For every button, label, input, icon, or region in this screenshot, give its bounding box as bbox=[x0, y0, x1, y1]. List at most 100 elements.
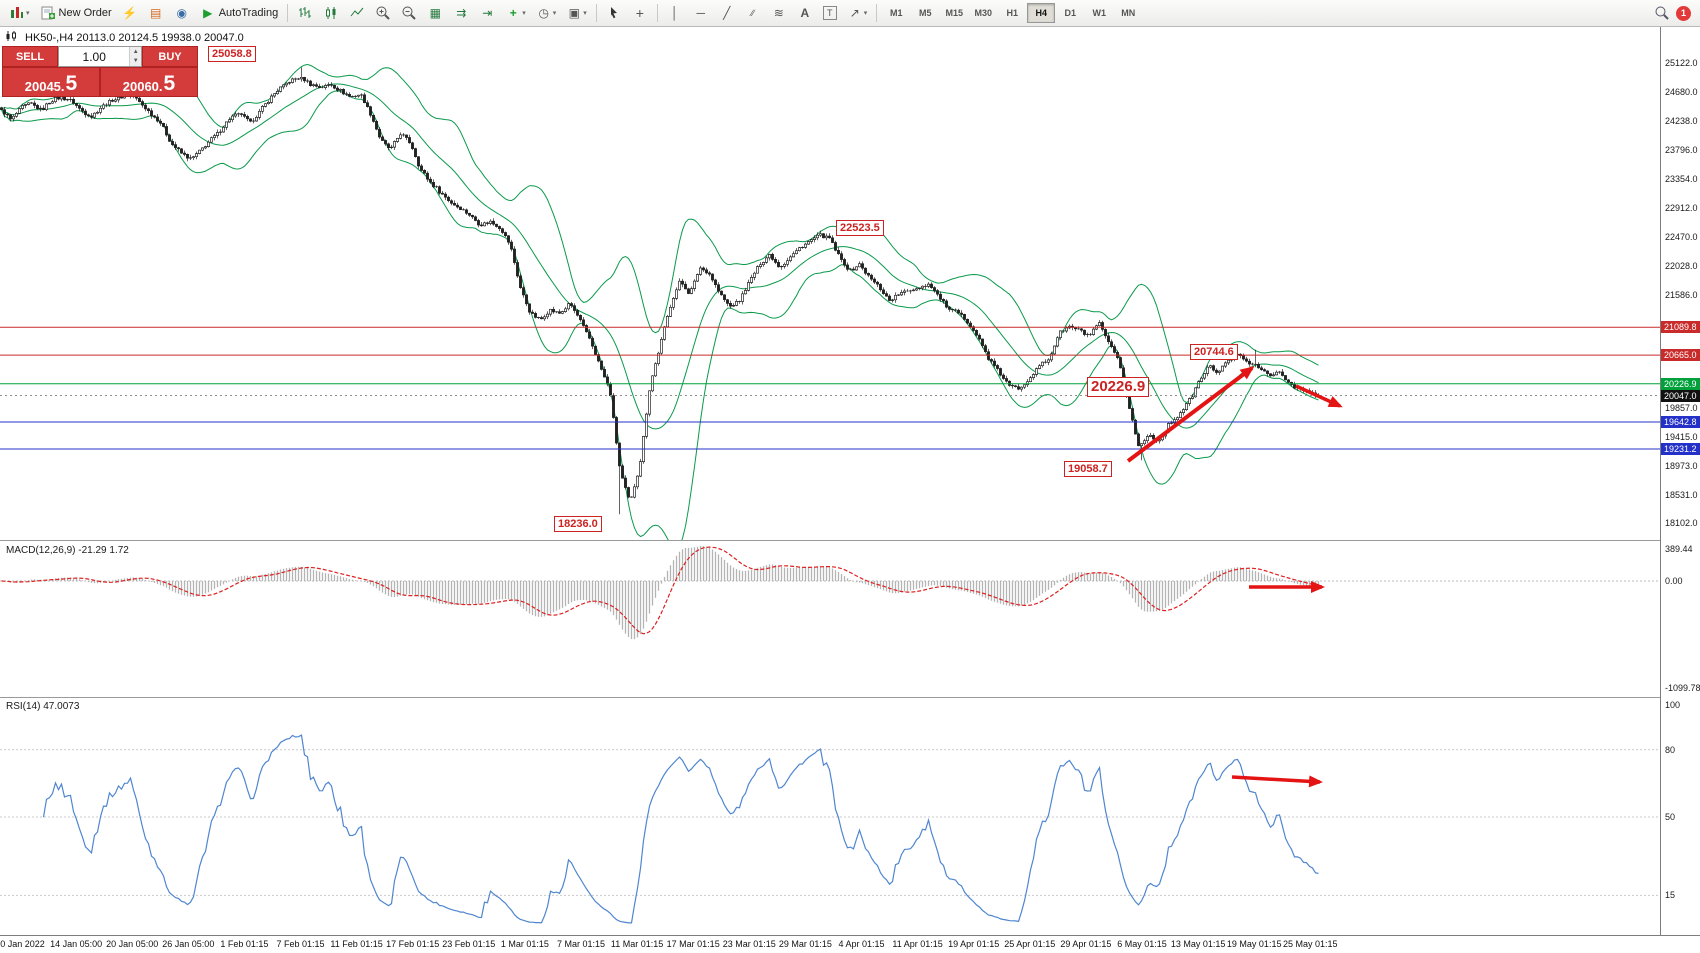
expert-advisors-button[interactable]: ⚡ bbox=[118, 2, 142, 24]
chart-shift-button[interactable]: ⇥ bbox=[475, 2, 499, 24]
price-tag: 20665.0 bbox=[1661, 349, 1700, 362]
new-chart-icon bbox=[11, 7, 23, 18]
time-label: 11 Feb 01:15 bbox=[330, 939, 383, 949]
lightning-icon: ⚡ bbox=[122, 6, 138, 20]
rsi-axis-label: 50 bbox=[1665, 812, 1676, 822]
macd-signal-line bbox=[1, 546, 1319, 635]
price-callout: 20226.9 bbox=[1087, 377, 1150, 397]
label-tool-button[interactable]: T bbox=[819, 2, 841, 24]
panel-divider[interactable] bbox=[0, 540, 1660, 541]
main-chart[interactable] bbox=[0, 27, 1660, 540]
chevron-down-icon: ▾ bbox=[583, 10, 587, 17]
rsi-panel[interactable] bbox=[0, 697, 1660, 935]
crosshair-tool-button[interactable]: + bbox=[628, 2, 652, 24]
price-callout: 20744.6 bbox=[1190, 344, 1238, 360]
timeframe-w1[interactable]: W1 bbox=[1092, 8, 1107, 18]
bar-chart-type-button[interactable] bbox=[293, 2, 317, 24]
time-label: 19 May 01:15 bbox=[1226, 939, 1282, 949]
volume-up-button[interactable]: ▲ bbox=[130, 47, 141, 57]
symbol-candle-icon bbox=[6, 31, 16, 41]
zoom-in-button[interactable] bbox=[371, 2, 395, 24]
macd-axis-min: -1099.78 bbox=[1665, 683, 1700, 693]
time-label: 14 Jan 05:00 bbox=[50, 939, 103, 949]
chevron-down-icon: ▾ bbox=[863, 10, 868, 17]
price-tick: 24680.0 bbox=[1665, 86, 1698, 97]
macd-panel[interactable] bbox=[0, 540, 1660, 697]
time-label: 23 Feb 01:15 bbox=[442, 939, 496, 949]
toolbar: ▾ New Order ⚡ ▤ ◉ ▶ AutoTrading ▦ ⇉ ⇥ + ▾… bbox=[0, 0, 1700, 27]
chart-symbol-info: HK50-,H4 20113.0 20124.5 19938.0 20047.0 bbox=[5, 30, 244, 46]
macd-histogram bbox=[3, 546, 1320, 640]
toolbar-separator bbox=[287, 4, 289, 22]
autotrading-button[interactable]: ▶ AutoTrading bbox=[196, 2, 283, 24]
templates-button[interactable]: ▣ ▾ bbox=[562, 2, 591, 24]
crosshair-icon: + bbox=[635, 5, 644, 21]
auto-scroll-button[interactable]: ⇉ bbox=[449, 2, 473, 24]
sell-price[interactable]: 20045. 5 bbox=[2, 67, 100, 97]
price-axis[interactable]: 389.44 0.00 -1099.78 25122.0 24680.0 24238… bbox=[1660, 27, 1700, 953]
search-button[interactable] bbox=[1650, 2, 1674, 24]
new-chart-button[interactable]: ▾ bbox=[5, 2, 34, 24]
price-tag: 20047.0 bbox=[1661, 389, 1700, 402]
channel-tool-button[interactable]: ∕∕ bbox=[741, 2, 765, 24]
one-click-trading-panel: SELL ▲ ▼ BUY 20045.5 20060.5 bbox=[2, 46, 198, 97]
time-label: 25 Apr 01:15 bbox=[1004, 939, 1056, 949]
timeframe-d1[interactable]: D1 bbox=[1064, 8, 1077, 18]
toolbar-separator bbox=[595, 4, 597, 22]
periods-button[interactable]: ◷ ▾ bbox=[532, 2, 561, 24]
rsi-axis-label: 15 bbox=[1665, 890, 1676, 901]
tile-windows-button[interactable]: ▦ bbox=[423, 2, 447, 24]
horizontal-line-tool-button[interactable]: ─ bbox=[689, 2, 713, 24]
chart-shift-icon: ⇥ bbox=[482, 6, 493, 20]
chevron-down-icon: ▾ bbox=[26, 10, 30, 17]
text-tool-icon: A bbox=[800, 6, 810, 20]
timeframe-h1[interactable]: H1 bbox=[1006, 8, 1019, 18]
horizontal-line-icon: ─ bbox=[696, 6, 706, 20]
fibonacci-tool-button[interactable]: ≋ bbox=[767, 2, 791, 24]
time-label: 1 Mar 01:15 bbox=[500, 939, 549, 949]
volume-down-button[interactable]: ▼ bbox=[130, 56, 141, 66]
panel-divider[interactable] bbox=[0, 697, 1660, 698]
buy-button[interactable]: BUY bbox=[142, 46, 198, 67]
clock-icon: ◷ bbox=[538, 6, 549, 20]
timeframe-m30[interactable]: M30 bbox=[974, 8, 993, 18]
timeframe-h4[interactable]: H4 bbox=[1027, 3, 1056, 23]
zoom-out-button[interactable] bbox=[397, 2, 421, 24]
market-button[interactable]: ▤ bbox=[144, 2, 168, 24]
toolbar-separator bbox=[656, 4, 658, 22]
time-label: 10 Jan 2022 bbox=[0, 939, 45, 949]
cursor-icon bbox=[610, 7, 617, 19]
arrows-tool-button[interactable]: ↗ ▾ bbox=[843, 2, 872, 24]
tile-windows-icon: ▦ bbox=[429, 6, 441, 20]
sell-button[interactable]: SELL bbox=[2, 46, 58, 67]
macd-axis-zero: 0.00 bbox=[1665, 576, 1683, 586]
cursor-tool-button[interactable] bbox=[602, 2, 626, 24]
timeframe-m1[interactable]: M1 bbox=[890, 8, 903, 18]
buy-price[interactable]: 20060. 5 bbox=[100, 67, 198, 97]
new-order-icon bbox=[41, 6, 55, 20]
timeframe-m15[interactable]: M15 bbox=[945, 8, 964, 18]
new-order-button[interactable]: New Order bbox=[36, 2, 116, 24]
arrow-shape-icon: ↗ bbox=[849, 6, 860, 20]
vertical-line-tool-button[interactable]: │ bbox=[663, 2, 687, 24]
time-label: 29 Mar 01:15 bbox=[778, 939, 832, 949]
timeframe-m5[interactable]: M5 bbox=[919, 8, 932, 18]
search-icon bbox=[1655, 6, 1669, 20]
volume-input[interactable] bbox=[59, 47, 130, 66]
timeframe-mn[interactable]: MN bbox=[1121, 8, 1136, 18]
line-chart-type-button[interactable] bbox=[345, 2, 369, 24]
time-label: 17 Feb 01:15 bbox=[386, 939, 440, 949]
price-tick: 19857.0 bbox=[1665, 402, 1698, 413]
trendline-tool-button[interactable]: ╱ bbox=[715, 2, 739, 24]
text-tool-button[interactable]: A bbox=[793, 2, 817, 24]
indicators-button[interactable]: + ▾ bbox=[501, 2, 530, 24]
template-icon: ▣ bbox=[568, 6, 580, 20]
time-label: 11 Apr 01:15 bbox=[892, 939, 943, 949]
rsi-axis-label: 100 bbox=[1665, 700, 1681, 710]
candle-wicks bbox=[1, 67, 1319, 515]
time-axis[interactable]: 10 Jan 2022 14 Jan 05:00 20 Jan 05:00 26 Ja… bbox=[0, 935, 1700, 953]
community-button[interactable]: ◉ bbox=[170, 2, 194, 24]
price-tick: 22470.0 bbox=[1665, 231, 1698, 242]
notification-badge[interactable]: 1 bbox=[1676, 5, 1691, 21]
candlestick-type-button[interactable] bbox=[319, 2, 343, 24]
